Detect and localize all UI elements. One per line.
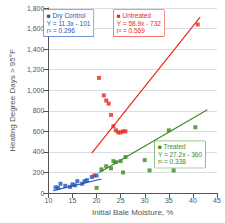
svg-text:Y = 58.9x - 732: Y = 58.9x - 732 <box>117 20 162 27</box>
svg-text:800: 800 <box>33 107 45 114</box>
svg-text:1,200: 1,200 <box>27 66 45 73</box>
svg-text:1,000: 1,000 <box>27 87 45 94</box>
svg-text:Y = 27.2x - 360: Y = 27.2x - 360 <box>158 151 203 158</box>
svg-text:Heating Degree Days > 95°F: Heating Degree Days > 95°F <box>8 49 17 152</box>
svg-text:15: 15 <box>69 197 77 204</box>
svg-text:45: 45 <box>213 197 221 204</box>
svg-text:■ Dry Control: ■ Dry Control <box>46 12 86 20</box>
svg-text:r² = 0.338: r² = 0.338 <box>158 158 186 165</box>
svg-text:0: 0 <box>41 190 45 197</box>
svg-text:Y = 11.3x - 101: Y = 11.3x - 101 <box>47 20 91 27</box>
svg-text:25: 25 <box>117 197 125 204</box>
svg-text:r² = 0.296: r² = 0.296 <box>47 27 75 34</box>
svg-text:Initial Bale Moisture, %: Initial Bale Moisture, % <box>92 208 173 217</box>
svg-text:600: 600 <box>33 128 45 135</box>
svg-text:20: 20 <box>93 197 101 204</box>
svg-text:200: 200 <box>33 169 45 176</box>
svg-text:35: 35 <box>165 197 173 204</box>
svg-text:30: 30 <box>141 197 149 204</box>
svg-text:1,400: 1,400 <box>27 46 45 53</box>
svg-text:10: 10 <box>45 197 53 204</box>
svg-text:■ Untreated: ■ Untreated <box>117 12 152 19</box>
svg-text:r² = 0.569: r² = 0.569 <box>117 27 145 34</box>
svg-text:1,800: 1,800 <box>27 5 45 12</box>
svg-text:1,600: 1,600 <box>27 25 45 32</box>
svg-text:40: 40 <box>189 197 197 204</box>
svg-text:400: 400 <box>33 148 45 155</box>
svg-text:■ Treated: ■ Treated <box>158 143 186 150</box>
